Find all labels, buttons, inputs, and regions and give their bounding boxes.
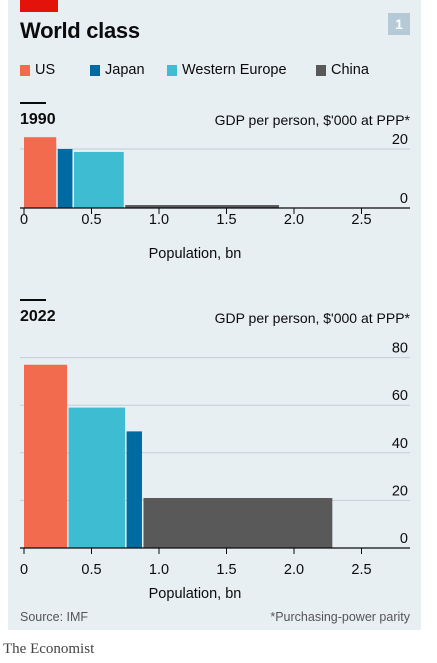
legend-label-us: US xyxy=(35,62,56,78)
legend-swatch-china xyxy=(316,65,326,76)
panel-2022-rule xyxy=(20,299,46,301)
bar-2022-japan xyxy=(126,431,142,548)
y-tick-label-1990-20: 20 xyxy=(392,132,408,148)
x-tick-label-1990-3: 1.5 xyxy=(216,212,236,228)
legend-label-china: China xyxy=(331,62,369,78)
x-tick-label-2022-4: 2.0 xyxy=(284,562,304,578)
bar-1990-us xyxy=(24,137,57,208)
x-tick-label-2022-0: 0 xyxy=(20,562,28,578)
ppp-footnote: *Purchasing-power parity xyxy=(270,610,410,624)
panel-1990-year: 1990 xyxy=(20,111,56,128)
panel-1990-rule xyxy=(20,102,46,104)
y-tick-label-1990-0: 0 xyxy=(400,191,408,207)
legend-label-japan: Japan xyxy=(105,62,145,78)
x-tick-label-1990-2: 1.0 xyxy=(149,212,169,228)
legend-swatch-japan xyxy=(90,65,100,76)
bar-1990-japan xyxy=(57,149,73,208)
x-tick-label-2022-5: 2.5 xyxy=(351,562,371,578)
legend-swatch-us xyxy=(20,65,30,76)
x-tick-label-2022-3: 1.5 xyxy=(216,562,236,578)
legend-label-western-europe: Western Europe xyxy=(182,62,287,78)
x-tick-label-1990-5: 2.5 xyxy=(351,212,371,228)
source-note: Source: IMF xyxy=(20,610,89,624)
x-axis-title-1990: Population, bn xyxy=(149,246,242,262)
bar-2022-us xyxy=(24,364,68,548)
bar-1990-china xyxy=(125,205,279,208)
x-tick-label-2022-1: 0.5 xyxy=(81,562,101,578)
bar-2022-china xyxy=(143,498,333,548)
bar-2022-western-europe xyxy=(68,407,126,548)
x-axis-title-2022: Population, bn xyxy=(149,586,242,602)
brand-red-tag xyxy=(20,0,58,12)
panel-2022-year: 2022 xyxy=(20,308,56,325)
y-tick-label-2022-0: 0 xyxy=(400,531,408,547)
x-tick-label-1990-4: 2.0 xyxy=(284,212,304,228)
y-tick-label-2022-20: 20 xyxy=(392,483,408,499)
x-tick-label-2022-2: 1.0 xyxy=(149,562,169,578)
x-tick-label-1990-1: 0.5 xyxy=(81,212,101,228)
brand-wordmark: The Economist xyxy=(3,641,95,657)
y-tick-label-2022-80: 80 xyxy=(392,341,408,357)
y-tick-label-2022-60: 60 xyxy=(392,388,408,404)
chart-title: World class xyxy=(20,18,140,43)
x-tick-label-1990-0: 0 xyxy=(20,212,28,228)
bar-1990-western-europe xyxy=(73,151,124,208)
panel-1990-y-unit: GDP per person, $'000 at PPP* xyxy=(214,112,410,128)
y-tick-label-2022-40: 40 xyxy=(392,436,408,452)
chart-number-badge: 1 xyxy=(388,13,410,35)
legend-swatch-western-europe xyxy=(167,65,177,76)
panel-2022-y-unit: GDP per person, $'000 at PPP* xyxy=(214,310,410,326)
